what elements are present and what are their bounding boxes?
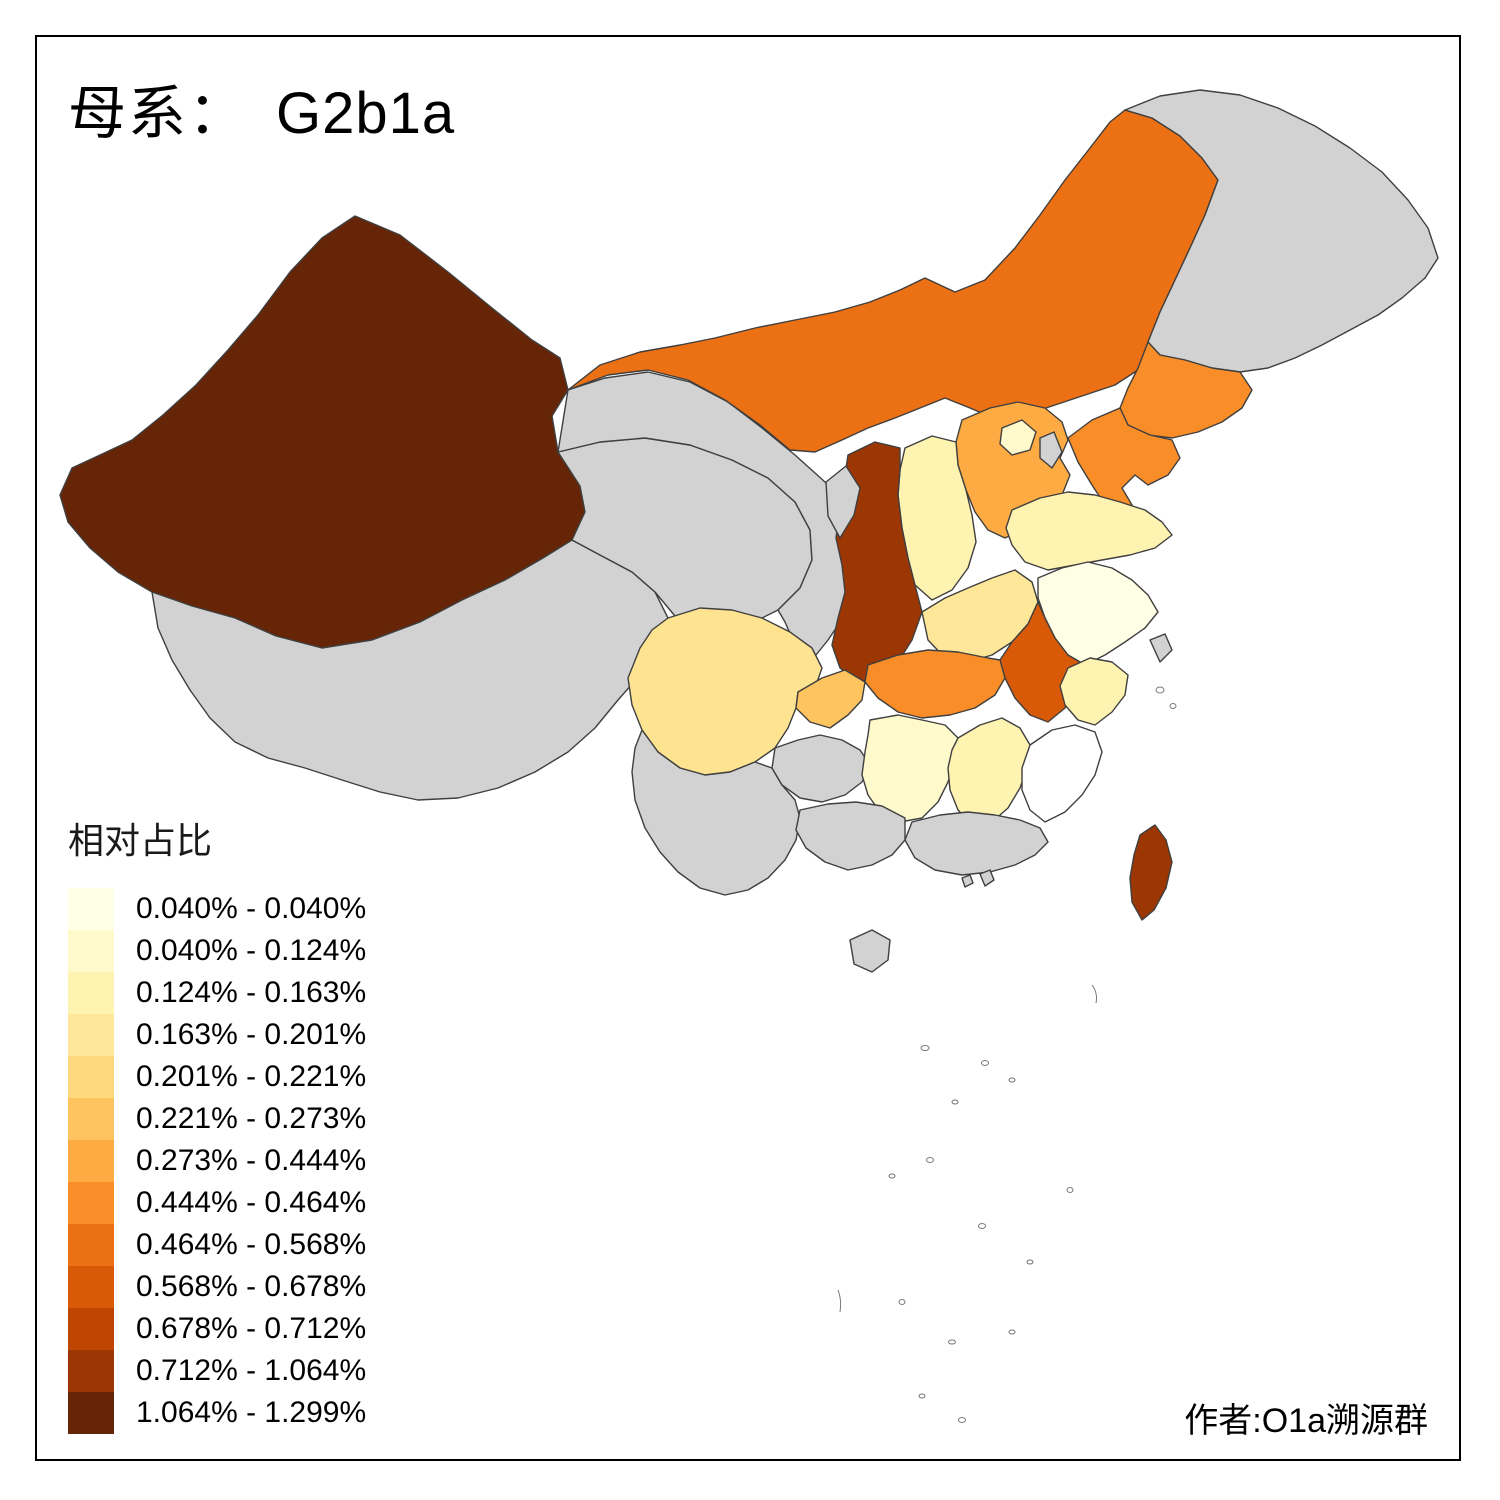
- legend-item: 0.124% - 0.163%: [68, 972, 366, 1014]
- legend-swatch: [68, 888, 114, 930]
- province-hainan: [849, 929, 891, 973]
- legend-label: 0.221% - 0.273%: [136, 1102, 367, 1135]
- legend-item: 0.712% - 1.064%: [68, 1350, 366, 1392]
- south-china-sea-islands: [837, 686, 1177, 1423]
- legend-swatch: [68, 1056, 114, 1098]
- legend-item: 0.273% - 0.444%: [68, 1140, 366, 1182]
- legend-item: 0.568% - 0.678%: [68, 1266, 366, 1308]
- province-hongkong: [979, 869, 995, 887]
- province-shanghai: [1149, 633, 1173, 663]
- author-credit: 作者:O1a溯源群: [1184, 1402, 1428, 1440]
- legend-item: 0.040% - 0.124%: [68, 930, 366, 972]
- title-prefix: 母系：: [68, 81, 249, 146]
- title-haplogroup: G2b1a: [276, 81, 456, 146]
- legend-label: 0.712% - 1.064%: [136, 1354, 367, 1387]
- legend-swatch: [68, 1392, 114, 1434]
- legend-title: 相对占比: [68, 820, 213, 861]
- legend-label: 0.163% - 0.201%: [136, 1018, 367, 1051]
- legend-label: 1.064% - 1.299%: [136, 1396, 367, 1429]
- legend-swatch: [68, 1140, 114, 1182]
- province-ningxia: [825, 465, 861, 539]
- legend-label: 0.201% - 0.221%: [136, 1060, 367, 1093]
- legend-item: 0.201% - 0.221%: [68, 1056, 366, 1098]
- province-macau: [961, 874, 974, 888]
- province-hubei: [864, 649, 1006, 719]
- legend-label: 0.444% - 0.464%: [136, 1186, 367, 1219]
- province-tianjin: [1039, 431, 1063, 469]
- legend-label: 0.040% - 0.040%: [136, 892, 367, 925]
- legend: 相对占比 0.040% - 0.040% 0.040% - 0.124% 0.124…: [68, 812, 366, 1434]
- chart-title: 母系： G2b1a: [68, 66, 455, 150]
- province-jiangxi: [947, 717, 1031, 826]
- province-beijing: [999, 419, 1037, 456]
- province-heilongjiang: [1124, 89, 1439, 373]
- legend-swatch: [68, 1098, 114, 1140]
- legend-label: 0.124% - 0.163%: [136, 976, 367, 1009]
- legend-swatch: [68, 1308, 114, 1350]
- legend-label: 0.464% - 0.568%: [136, 1228, 367, 1261]
- province-chongqing: [795, 669, 866, 729]
- province-zhejiang: [1059, 657, 1129, 726]
- legend-label: 0.273% - 0.444%: [136, 1144, 367, 1177]
- legend-swatch: [68, 972, 114, 1014]
- province-hunan: [861, 714, 959, 823]
- legend-item: 0.040% - 0.040%: [68, 888, 366, 930]
- legend-item: 0.444% - 0.464%: [68, 1182, 366, 1224]
- legend-swatch: [68, 1224, 114, 1266]
- province-jilin: [1119, 341, 1253, 439]
- plot-border: [35, 35, 1461, 1461]
- legend-item: 0.163% - 0.201%: [68, 1014, 366, 1056]
- legend-label: 0.040% - 0.124%: [136, 934, 367, 967]
- legend-swatch: [68, 1014, 114, 1056]
- province-yunnan: [631, 729, 801, 896]
- legend-items: 0.040% - 0.040% 0.040% - 0.124% 0.124% - 0…: [68, 888, 366, 1434]
- legend-label: 0.678% - 0.712%: [136, 1312, 367, 1345]
- province-guangxi: [795, 801, 906, 871]
- province-taiwan: [1129, 824, 1173, 921]
- legend-item: 0.678% - 0.712%: [68, 1308, 366, 1350]
- legend-swatch: [68, 1182, 114, 1224]
- province-shandong: [1005, 491, 1173, 571]
- legend-item: 0.464% - 0.568%: [68, 1224, 366, 1266]
- legend-item: 1.064% - 1.299%: [68, 1392, 366, 1434]
- province-guangdong: [904, 811, 1049, 876]
- legend-swatch: [68, 930, 114, 972]
- legend-item: 0.221% - 0.273%: [68, 1098, 366, 1140]
- legend-swatch: [68, 1266, 114, 1308]
- legend-label: 0.568% - 0.678%: [136, 1270, 367, 1303]
- legend-swatch: [68, 1350, 114, 1392]
- province-fujian: [1021, 724, 1103, 823]
- province-guizhou: [771, 734, 871, 803]
